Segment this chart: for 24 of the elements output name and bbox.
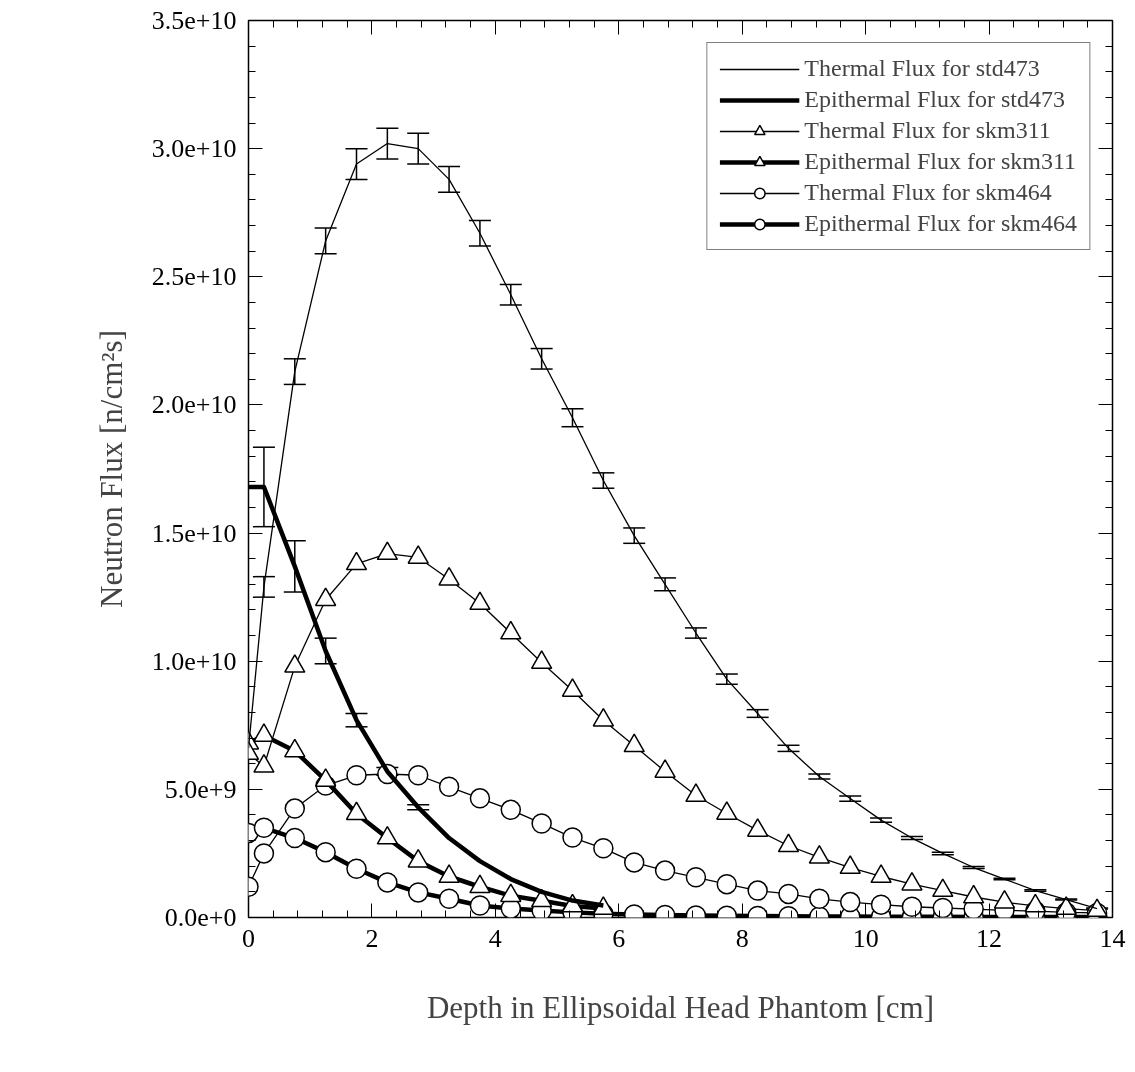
x-tick-label: 2 bbox=[365, 923, 379, 953]
y-tick-label: 1.5e+10 bbox=[151, 518, 237, 548]
y-tick-label: 5.0e+9 bbox=[164, 774, 237, 804]
legend-label: Epithermal Flux for skm311 bbox=[804, 148, 1077, 175]
x-axis-title: Depth in Ellipsoidal Head Phantom [cm] bbox=[426, 989, 935, 1025]
legend-label: Thermal Flux for std473 bbox=[804, 55, 1040, 82]
y-tick-label: 2.0e+10 bbox=[151, 390, 237, 420]
legend-label: Thermal Flux for skm464 bbox=[804, 179, 1052, 206]
x-tick-label: 14 bbox=[1099, 923, 1126, 953]
y-tick-label: 1.0e+10 bbox=[151, 646, 237, 676]
x-tick-label: 8 bbox=[735, 923, 749, 953]
y-tick-label: 3.0e+10 bbox=[151, 134, 237, 164]
y-tick-label: 2.5e+10 bbox=[151, 262, 237, 292]
x-tick-label: 4 bbox=[488, 923, 502, 953]
x-tick-label: 12 bbox=[976, 923, 1003, 953]
x-tick-label: 6 bbox=[612, 923, 626, 953]
y-tick-label: 0.0e+0 bbox=[164, 903, 237, 932]
x-tick-label: 0 bbox=[242, 923, 255, 953]
legend-label: Epithermal Flux for skm464 bbox=[804, 210, 1077, 237]
x-tick-label: 10 bbox=[852, 923, 879, 953]
legend-label: Thermal Flux for skm311 bbox=[804, 117, 1051, 144]
y-tick-label: 3.5e+10 bbox=[151, 6, 237, 35]
y-axis-title: Neutron Flux [n/cm²s] bbox=[93, 330, 129, 608]
legend-label: Epithermal Flux for std473 bbox=[804, 86, 1065, 113]
